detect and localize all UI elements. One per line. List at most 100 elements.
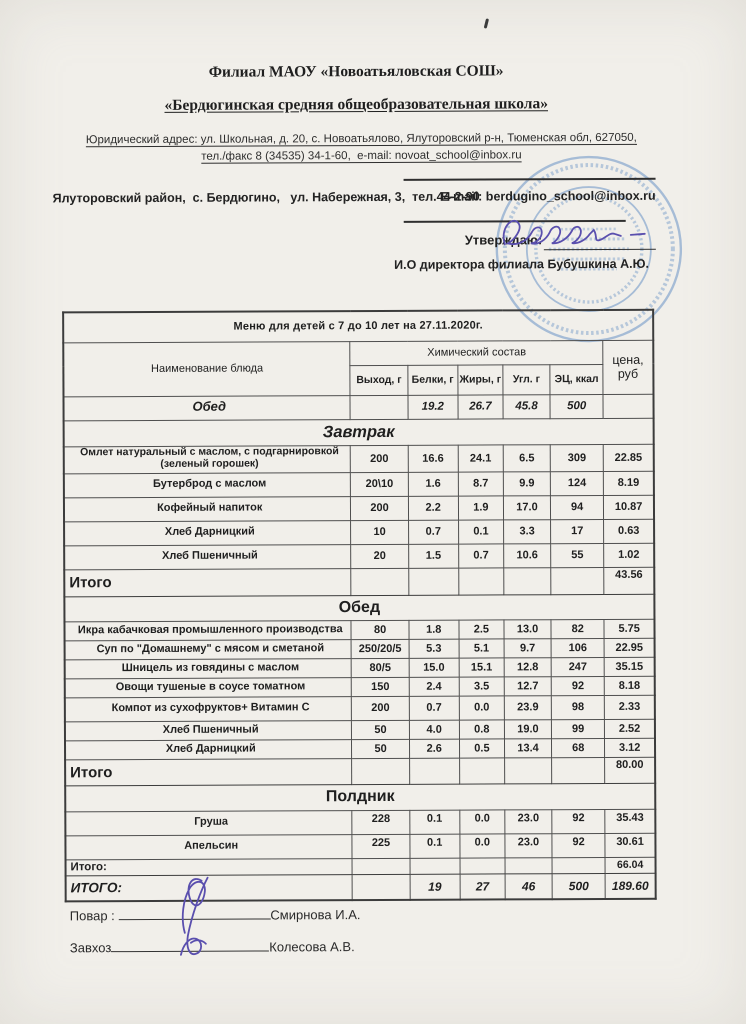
column-header-dish-name: Наименование блюда [63,341,351,397]
empty-cell [552,856,606,874]
value-cell: 23.0 [504,833,553,858]
section-header-breakfast: Завтрак [63,417,654,447]
dish-row: Апельсин 225 0.1 0.0 23.0 92 30.61 [65,832,656,860]
breakfast-total-row: Итого 43.56 [64,566,655,597]
value-cell: 12.8 [504,657,552,677]
empty-cell [352,757,410,785]
price-cell: 2.33 [604,694,655,719]
value-cell: 200 [351,695,410,721]
value-cell: 2.4 [408,676,460,696]
dish-name-cell: Хлеб Пшеничный [64,720,352,741]
value-cell: 0.7 [408,695,460,720]
cook-name: Смирнова И.А. [270,907,361,923]
dish-name-cell: Икра кабачковая промышленного производст… [64,620,352,641]
empty-cell [350,394,408,420]
value-cell: 12.7 [504,676,552,696]
dish-row: Омлет натуральный с маслом, с подгарниро… [63,443,654,474]
value-cell: 106 [551,637,605,658]
value-cell: 0.0 [459,695,505,720]
value-cell: 0.0 [459,833,505,858]
dish-name-cell: Шницель из говядины с маслом [64,658,352,679]
value-cell: 92 [551,808,606,834]
empty-cell [409,857,460,874]
dish-name-cell: Хлеб Дарницкий [64,520,352,546]
value-cell: 0.0 [459,809,505,834]
value-cell: 94 [550,494,604,520]
value-cell: 23.9 [504,695,552,720]
value-cell: 250/20/5 [351,638,409,659]
table-title: Меню для детей с 7 до 10 лет на 27.11.20… [63,309,654,343]
value-cell: 10 [350,519,409,545]
summary-label: Обед [63,395,351,421]
price-cell: 8.19 [603,470,654,495]
empty-cell [551,756,605,784]
empty-cell [503,567,551,595]
round-school-stamp [495,155,683,343]
empty-cell [408,567,459,595]
value-cell: 16.6 [407,444,459,472]
branch-email: E-mail: berdugino_school@inbox.ru [440,188,656,204]
value-cell: 82 [551,618,605,639]
value-cell: 99 [551,718,605,739]
table-header-row: Наименование блюда Химический состав цен… [63,339,654,397]
value-cell: 4.0 [409,719,460,739]
lunch-summary-row: Обед 19.2 26.7 45.8 500 [63,393,654,421]
dish-row: Хлеб Дарницкий 10 0.7 0.1 3.3 17 0.63 [64,518,655,546]
value-cell: 13.0 [503,619,552,639]
value-cell: 0.8 [459,719,505,739]
price-cell: 22.85 [603,443,654,471]
value-cell: 20 [351,543,409,569]
value-cell: 247 [551,656,605,677]
value-cell: 5.1 [458,638,505,658]
value-cell: 1.9 [458,495,504,520]
dish-row: Овощи тушеные в соусе томатном 150 2.4 3… [64,675,655,698]
section-header-snack: Полдник [65,782,656,812]
price-cell: 35.15 [604,656,655,676]
dish-name-cell: Бутерброд с маслом [63,472,351,498]
value-cell: 92 [551,832,606,858]
table-title-row: Меню для детей с 7 до 10 лет на 27.11.20… [63,309,654,343]
value-cell: 26.7 [457,394,504,419]
value-cell: 98 [551,694,605,720]
value-cell: 150 [351,676,409,697]
dish-row: Икра кабачковая промышленного производст… [64,618,655,641]
dish-row: Хлеб Пшеничный 50 4.0 0.8 19.0 99 2.52 [64,718,655,741]
column-header-energy: ЭЦ, ккал [549,363,604,395]
value-cell: 17.0 [503,495,551,520]
dish-row: Хлеб Пшеничный 20 1.5 0.7 10.6 55 1.02 [64,542,655,570]
price-cell: 22.95 [604,637,655,657]
section-header-lunch: Обед [64,593,655,622]
value-cell: 92 [551,675,605,696]
value-cell: 17 [550,518,604,544]
cook-handwritten-signature [180,876,209,956]
value-cell: 3.3 [503,519,551,544]
value-cell: 13.4 [504,738,552,758]
empty-cell [550,566,605,595]
steward-role-label: Завхоз [69,940,112,956]
dish-name-cell: Овощи тушеные в соусе томатном [64,677,352,698]
value-cell: 3.5 [459,676,505,696]
value-cell: 1.6 [407,471,459,496]
price-cell: 5.75 [604,618,655,638]
dish-row: Груша 228 0.1 0.0 23.0 92 35.43 [65,808,656,836]
total-label: Итого [65,758,353,786]
dish-name-cell: Апельсин [65,834,353,860]
value-cell: 68 [551,737,605,758]
value-cell: 0.1 [458,519,504,544]
column-header-output: Выход, г [350,364,408,396]
value-cell: 0.7 [458,543,504,568]
value-cell: 15.1 [458,657,505,677]
empty-cell [352,857,410,875]
value-cell: 0.1 [409,833,460,858]
value-cell: 15.0 [408,657,460,677]
price-cell: 35.43 [605,808,656,833]
branch-contact-line: Ялуторовский район, с. Бердюгино, ул. На… [52,189,480,206]
column-header-price: цена, руб [603,339,654,394]
value-cell: 1.5 [408,543,459,568]
empty-cell [352,873,410,901]
value-cell: 50 [351,738,410,759]
price-cell: 3.12 [604,737,656,757]
director-handwritten-signature [502,220,646,246]
value-cell: 19 [409,873,460,900]
